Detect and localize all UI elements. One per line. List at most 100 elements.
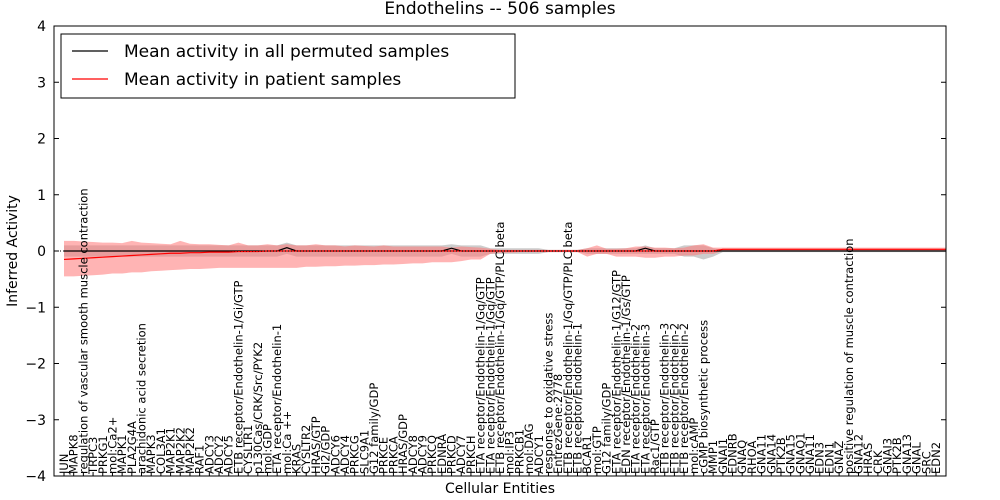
x-tick-label: G12 family/GDP xyxy=(367,383,381,474)
x-axis-label: Cellular Entities xyxy=(445,481,555,497)
x-tick-label: GNAZ xyxy=(832,441,846,474)
x-tick-label: EDN1 xyxy=(822,442,836,474)
y-tick-label: 1 xyxy=(37,188,46,204)
x-tick-label: MAPK8 xyxy=(67,434,81,474)
x-tick-label: MAP2K2 xyxy=(183,427,197,474)
x-tick-label: EDNRB xyxy=(726,433,740,474)
x-tick-label: SLC9A1 xyxy=(357,430,371,474)
x-tick-label: COL3A1 xyxy=(154,428,168,474)
x-tick-label: EDN receptor/Endothelin-1/Gs/GTP xyxy=(619,275,633,474)
x-tick-label: BCAR1 xyxy=(580,435,594,474)
x-tick-label: PRKCQ xyxy=(425,435,439,474)
legend-box xyxy=(60,33,516,99)
x-tick-label: ADCY8 xyxy=(406,435,420,474)
y-tick-label: 3 xyxy=(37,75,46,91)
x-tick-label: Rac1/GTP xyxy=(648,419,662,474)
x-tick-label: mol:cAMP xyxy=(687,418,701,474)
x-tick-label: GNA12 xyxy=(851,434,865,474)
x-tick-label: GNA11 xyxy=(755,434,769,474)
x-tick-label: MAP2K2 xyxy=(173,427,187,474)
x-tick-label: PRKCH xyxy=(464,435,478,474)
x-tick-label: EDNRA xyxy=(435,434,449,474)
x-tick-label: ETB receptor/Endothelin-2 xyxy=(677,323,691,474)
x-tick-label: TRPC3 xyxy=(86,437,100,475)
x-tick-label: PRKCD xyxy=(445,435,459,474)
x-tick-label: EDN3 xyxy=(813,442,827,474)
x-tick-label: ETA receptor/Endothelin-3 xyxy=(638,324,652,474)
x-tick-label: PRKCB1 xyxy=(512,429,526,474)
x-tick-label: SRC xyxy=(919,451,933,474)
x-tick-label: HRAS xyxy=(861,443,875,474)
x-tick-label: GNA14 xyxy=(764,434,778,474)
x-tick-label: RAF1 xyxy=(193,445,207,474)
x-tick-label: CYSLTR2 xyxy=(299,425,313,474)
x-tick-label: mol:DAG xyxy=(522,423,536,474)
x-tick-label: ADCY5 xyxy=(222,435,236,474)
x-tick-label: ADCY2 xyxy=(212,435,226,474)
x-tick-label: GNAQ1 xyxy=(793,432,807,474)
x-tick-label: ADCY4 xyxy=(338,435,352,474)
x-tick-label: GNA11 xyxy=(803,434,817,474)
x-tick-label: ADCY7 xyxy=(454,435,468,474)
x-tick-label: regulation of vascular smooth muscle con… xyxy=(76,188,90,474)
x-tick-label: PRKCE xyxy=(377,437,391,474)
x-tick-label: HRAS/GTP xyxy=(309,416,323,474)
legend: Mean activity in all permuted samples Me… xyxy=(60,33,516,99)
x-tick-label: p130Cas/CRK/Src/PYK2 xyxy=(251,342,265,474)
x-tick-label: ADCY3 xyxy=(202,435,216,474)
y-axis-label: Inferred Activity xyxy=(5,195,21,307)
x-tick-label: mol:IP3 xyxy=(503,431,517,474)
x-tick-label: GNA13 xyxy=(900,434,914,474)
x-tick-label: KRAS xyxy=(290,444,304,474)
x-tick-label: ETB receptor/Endothelin-1/Gi/GTP xyxy=(231,280,245,474)
x-tick-label: ETA receptor/Endothelin-1/G12/GTP xyxy=(609,270,623,474)
x-tick-label: mol:GDP xyxy=(260,424,274,474)
x-tick-label: JUN xyxy=(57,454,71,475)
x-tick-label: GNAL xyxy=(910,442,924,474)
x-tick-label: ETB receptor/Endothelin-1/Gq/GTP/PLC bet… xyxy=(561,222,575,474)
x-tick-label: GNAI3 xyxy=(881,438,895,474)
x-tick-label: PRKCA xyxy=(386,436,400,474)
x-tick-label: GNA15 xyxy=(784,434,798,474)
x-tick-label: MAP2K1 xyxy=(164,427,178,474)
x-tick-label: ETA receptor/Endothelin-1/Gq/GTP xyxy=(474,277,488,474)
x-tick-label: response to oxidative stress xyxy=(541,313,555,474)
x-tick-label: ETA receptor/Endothelin-1/Gq/GTP xyxy=(483,277,497,474)
y-tick-label: 4 xyxy=(37,19,46,35)
x-tick-label: G12 family/GDP xyxy=(600,383,614,474)
x-tick-label: ETA receptor/Endothelin-2 xyxy=(629,324,643,474)
x-tick-label: EntrezGene:2778 xyxy=(551,374,565,474)
x-tick-label: GNAI1 xyxy=(716,438,730,474)
x-tick-label: ADCY6 xyxy=(328,435,342,474)
x-tick-label: arachidonic acid secretion xyxy=(135,323,149,474)
x-tick-label: cGMP biosynthetic process xyxy=(696,320,710,474)
x-tick-label: HRAS/GDP xyxy=(396,414,410,474)
x-tick-label: MAPK1 xyxy=(115,434,129,474)
x-tick-label: CRK xyxy=(871,450,885,474)
x-tick-label: PTK2B xyxy=(774,437,788,474)
x-tick-label: GI2/GDP xyxy=(319,426,333,474)
x-tick-label: ETB receptor/Endothelin-1/Gq/GTP/PLC bet… xyxy=(493,222,507,474)
y-tick-label: −2 xyxy=(25,357,46,373)
y-tick-label: −3 xyxy=(25,413,46,429)
x-tick-label: ADCY1 xyxy=(532,435,546,474)
y-tick-label: 0 xyxy=(37,244,46,260)
x-tick-label: mol:Ca ++ xyxy=(280,411,294,474)
y-axis-ticks: −4 −3 −2 −1 0 1 2 3 4 xyxy=(25,19,946,485)
x-tick-label: ETB receptor/Endothelin-1 xyxy=(571,323,585,474)
x-tick-label: PLA2G4A xyxy=(125,421,139,474)
legend-entry-permuted: Mean activity in all permuted samples xyxy=(124,42,449,62)
x-tick-label: mol:Ca2+ xyxy=(105,417,119,474)
y-tick-label: −4 xyxy=(25,469,46,485)
x-tick-label: PRKCG xyxy=(348,435,362,474)
x-tick-label: MMP1 xyxy=(706,440,720,474)
x-tick-label: GNAQ xyxy=(735,440,749,474)
chart-title: Endothelins -- 506 samples xyxy=(384,0,615,19)
x-tick-label: RHOA xyxy=(745,441,759,474)
y-tick-label: −1 xyxy=(25,300,46,316)
x-tick-label: PRKG1 xyxy=(96,435,110,474)
legend-entry-patient: Mean activity in patient samples xyxy=(124,70,401,90)
x-tick-label: EDN2 xyxy=(929,442,943,474)
